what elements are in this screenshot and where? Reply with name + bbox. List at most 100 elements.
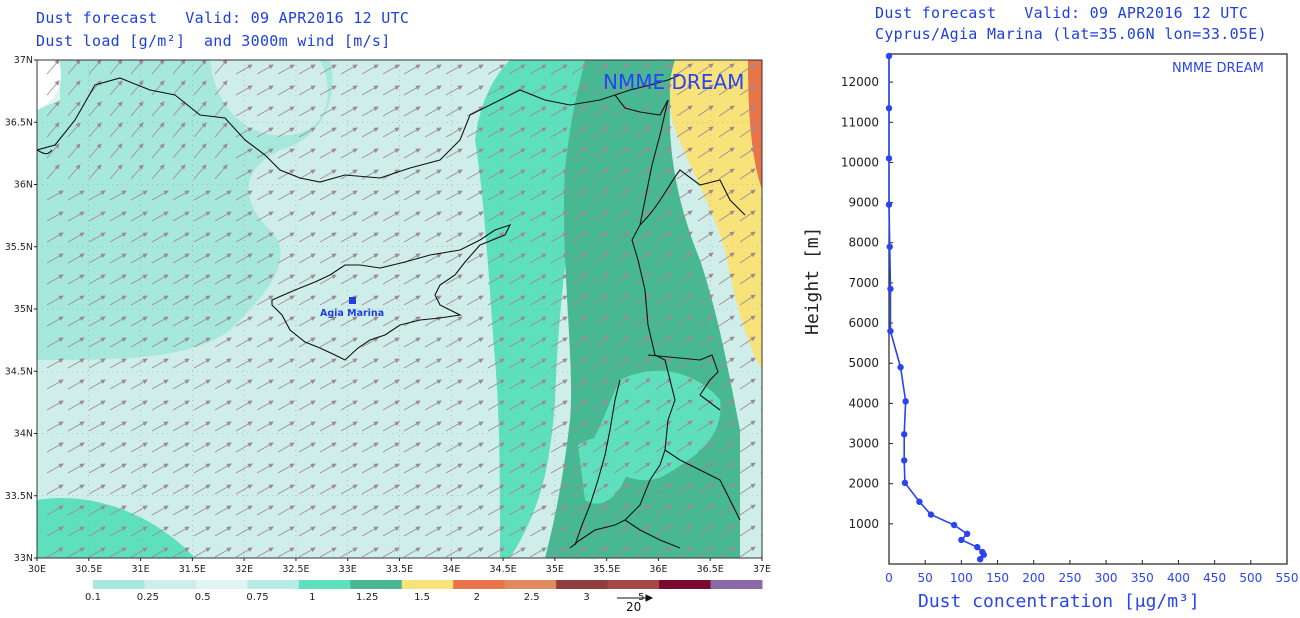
wind-arrow-head xyxy=(541,232,547,238)
wind-arrow-head xyxy=(310,190,316,196)
wind-arrow-head xyxy=(499,64,505,70)
wind-arrow-head xyxy=(100,337,106,343)
wind-arrow-head xyxy=(289,442,295,448)
wind-arrow-head xyxy=(121,232,127,238)
wind-arrow-head xyxy=(541,274,547,280)
station-marker[interactable] xyxy=(349,297,356,304)
wind-arrow-head xyxy=(226,274,232,280)
wind-arrow-head xyxy=(226,505,232,511)
wind-arrow xyxy=(760,261,762,264)
wind-arrow-head xyxy=(121,400,127,406)
wind-arrow-head xyxy=(184,190,190,196)
wind-arrow-head xyxy=(624,315,630,321)
wind-arrow-head xyxy=(415,316,421,322)
wind-arrow-head xyxy=(352,127,358,133)
wind-arrow-head xyxy=(310,358,316,364)
legend-label: 2 xyxy=(474,592,480,603)
wind-reference-arrow xyxy=(617,594,654,602)
wind-arrow-head xyxy=(310,526,316,532)
x-tick-label: 200 xyxy=(1022,571,1045,585)
wind-arrow-head xyxy=(541,148,547,154)
wind-arrow-head xyxy=(666,357,672,363)
wind-arrow-head xyxy=(666,315,672,321)
wind-arrow-head xyxy=(645,441,651,447)
x-tick-label: 50 xyxy=(918,571,933,585)
wind-arrow xyxy=(760,387,762,390)
wind-arrow-head xyxy=(729,231,735,237)
wind-arrow-head xyxy=(352,169,358,175)
wind-arrow-head xyxy=(541,442,547,448)
wind-arrow-head xyxy=(373,505,379,511)
wind-arrow-head xyxy=(750,189,756,195)
wind-arrow-head xyxy=(687,84,693,90)
legend-label: 1.5 xyxy=(414,592,430,603)
wind-arrow-head xyxy=(352,484,358,490)
wind-arrow-head xyxy=(79,232,85,238)
wind-arrow-head xyxy=(603,168,609,174)
wind-arrow-head xyxy=(772,232,776,235)
wind-arrow-head xyxy=(624,294,630,300)
wind-arrow-head xyxy=(582,399,588,405)
wind-arrow-head xyxy=(205,400,211,406)
wind-arrow-head xyxy=(121,337,127,343)
wind-arrow-head xyxy=(750,357,756,363)
wind-arrow-head xyxy=(163,400,169,406)
wind-arrow-head xyxy=(373,421,379,427)
profile-plot-frame xyxy=(888,53,1288,565)
wind-arrow-head xyxy=(687,189,693,195)
wind-arrow-head xyxy=(562,148,568,154)
x-tick-label: 450 xyxy=(1203,571,1226,585)
y-tick-label: 3000 xyxy=(848,437,879,451)
wind-arrow-head xyxy=(415,484,421,490)
wind-arrow-head xyxy=(310,148,316,154)
wind-arrow-head xyxy=(331,106,337,112)
wind-arrow-head xyxy=(478,505,484,511)
wind-arrow-head xyxy=(562,526,568,532)
wind-arrow xyxy=(760,93,762,96)
wind-arrow-head xyxy=(750,252,756,258)
wind-arrow-head xyxy=(373,295,379,301)
wind-arrow-head xyxy=(478,169,484,175)
wind-arrow-head xyxy=(331,190,337,196)
wind-arrow-head xyxy=(289,169,295,175)
wind-arrow-head xyxy=(478,379,484,385)
wind-arrow-head xyxy=(772,421,776,424)
wind-arrow-head xyxy=(226,547,232,553)
wind-arrow-head xyxy=(247,421,253,427)
wind-arrow-head xyxy=(289,211,295,217)
wind-arrow-head xyxy=(96,164,102,170)
wind-arrow-head xyxy=(729,441,735,447)
wind-arrow-head xyxy=(142,337,148,343)
wind-arrow-head xyxy=(289,148,295,154)
wind-arrow-head xyxy=(289,463,295,469)
wind-arrow-head xyxy=(331,463,337,469)
wind-arrow-head xyxy=(58,295,64,301)
wind-arrow-head xyxy=(645,210,651,216)
wind-arrow-head xyxy=(268,274,274,280)
wind-arrow-head xyxy=(121,379,127,385)
wind-arrow-head xyxy=(163,463,169,469)
wind-arrow-head xyxy=(268,169,274,175)
wind-arrow-head xyxy=(708,420,714,426)
wind-arrow-head xyxy=(205,211,211,217)
wind-arrow-head xyxy=(226,379,232,385)
x-tick-label: 500 xyxy=(1239,571,1262,585)
wind-arrow-head xyxy=(645,336,651,342)
wind-arrow-head xyxy=(772,148,776,151)
wind-arrow-head xyxy=(289,106,295,112)
wind-arrow-head xyxy=(624,462,630,468)
wind-arrow-head xyxy=(708,504,714,510)
data-point xyxy=(980,551,987,558)
wind-arrow-head xyxy=(729,210,735,216)
wind-arrow-head xyxy=(457,85,463,91)
wind-arrow-head xyxy=(436,253,442,259)
wind-arrow-head xyxy=(729,294,735,300)
wind-arrow-head xyxy=(142,547,148,553)
wind-arrow-head xyxy=(226,463,232,469)
wind-arrow-head xyxy=(541,463,547,469)
wind-arrow-head xyxy=(582,378,588,384)
profile-watermark: NMME DREAM xyxy=(1172,61,1264,76)
wind-arrow-head xyxy=(79,295,85,301)
wind-arrow-head xyxy=(352,442,358,448)
wind-arrow-head xyxy=(394,64,400,70)
